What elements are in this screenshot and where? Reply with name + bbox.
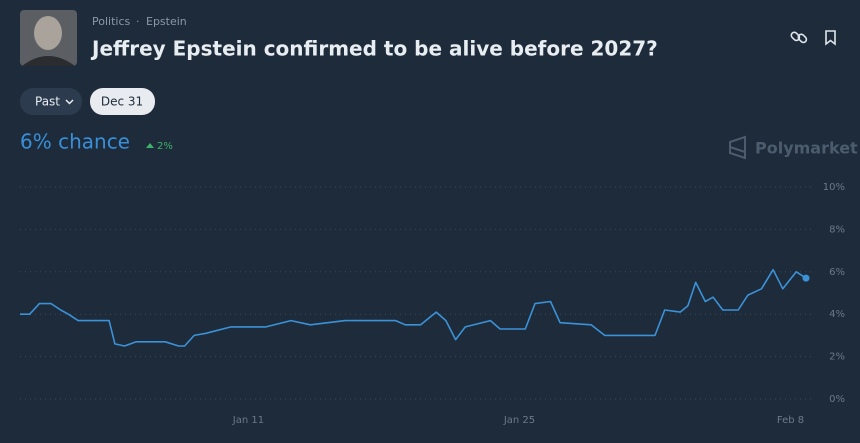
avatar-face: [34, 16, 62, 50]
change-value: 2%: [157, 141, 173, 152]
breadcrumb[interactable]: Politics: [92, 15, 131, 28]
x-tick-label: Feb 8: [777, 415, 804, 426]
market-title: Jeffrey Epstein confirmed to be alive be…: [90, 37, 658, 61]
brand-logo: [729, 135, 746, 160]
x-tick-label: Jan 25: [503, 415, 535, 426]
brand-name: Polymarket: [755, 139, 858, 158]
change-arrow: [146, 143, 154, 148]
y-tick-label: 10%: [823, 182, 845, 193]
last-point: [802, 274, 810, 282]
breadcrumb-separator: ·: [136, 15, 140, 28]
avatar-body: [22, 56, 75, 66]
x-tick-label: Jan 11: [232, 415, 264, 426]
y-tick-label: 6%: [829, 267, 845, 278]
range-button-label[interactable]: Past: [35, 95, 60, 109]
y-tick-label: 8%: [829, 224, 845, 235]
date-button[interactable]: [90, 88, 155, 115]
chance-value: 6% chance: [20, 130, 130, 154]
range-button[interactable]: [20, 88, 82, 115]
y-tick-label: 4%: [829, 309, 845, 320]
breadcrumb[interactable]: Epstein: [146, 15, 187, 28]
date-button-label[interactable]: Dec 31: [101, 95, 143, 109]
y-tick-label: 2%: [829, 352, 845, 363]
bookmark-icon[interactable]: [825, 30, 836, 46]
price-line: [20, 268, 807, 347]
y-tick-label: 0%: [829, 394, 845, 405]
chevron-icon: [65, 99, 74, 105]
link-icon[interactable]: [790, 31, 808, 44]
